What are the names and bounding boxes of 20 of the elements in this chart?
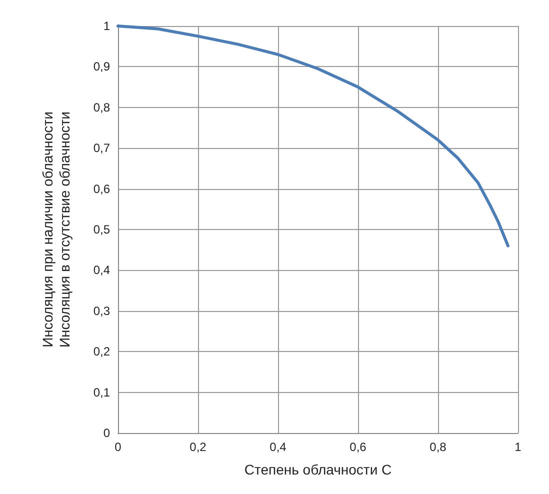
x-tick-label: 0,8 <box>430 440 447 454</box>
y-axis-title: Инсоляция при наличии облачности Инсоляция в отсутствие облачности <box>40 111 72 348</box>
y-tick-label: 0,3 <box>93 304 110 318</box>
y-tick-label: 0,5 <box>93 222 110 236</box>
y-tick-label: 0,2 <box>93 344 110 359</box>
x-tick-label: 0,6 <box>350 440 367 454</box>
y-tick-label: 0,1 <box>93 385 110 400</box>
y-tick-label: 0,8 <box>93 100 110 114</box>
y-tick-label: 0 <box>103 426 110 440</box>
x-tick-label: 1 <box>514 440 522 454</box>
y-tick-label: 0,4 <box>93 263 110 278</box>
x-tick-label: 0 <box>114 440 122 454</box>
y-tick-label: 0,7 <box>93 141 110 156</box>
y-tick-label: 0,6 <box>93 182 110 196</box>
x-tick-label: 0,2 <box>190 440 207 454</box>
y-tick-label: 0,9 <box>93 60 110 74</box>
y-tick-label: 1 <box>103 19 110 33</box>
line-series <box>116 24 510 248</box>
x-axis-title: Степень облачности С <box>244 462 392 478</box>
x-tick-label: 0,4 <box>270 440 287 454</box>
